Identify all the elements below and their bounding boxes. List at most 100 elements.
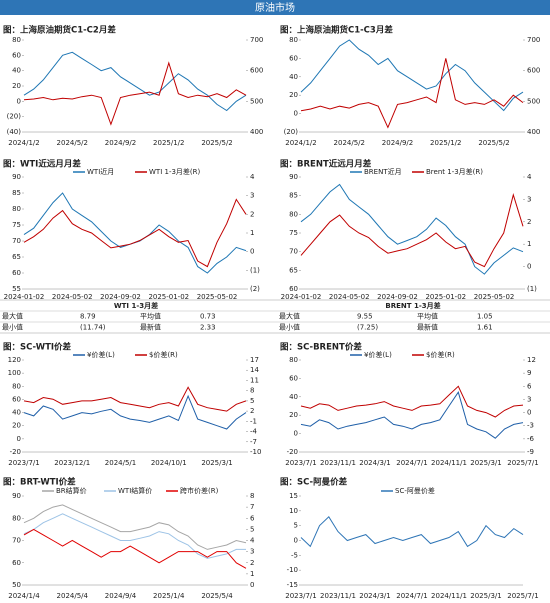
y-tick-label: 90 bbox=[12, 492, 21, 500]
x-tick-label: 2025/1/2 bbox=[153, 139, 184, 147]
x-tick-label: 2025/5/2 bbox=[478, 139, 509, 147]
chart-title: 图：SC-WTI价差 bbox=[3, 342, 72, 353]
x-tick-label: 2024/7/1 bbox=[396, 459, 427, 467]
y2-tick-label: 3 bbox=[250, 192, 254, 200]
x-tick-label: 2025-05-02 bbox=[197, 293, 238, 301]
x-tick-label: 2025/7/1 bbox=[507, 592, 538, 600]
x-tick-label: 2023/11/1 bbox=[320, 592, 356, 600]
y2-tick-label: (1) bbox=[527, 285, 537, 293]
series-line bbox=[300, 183, 524, 275]
header-bar bbox=[0, 0, 550, 15]
y-tick-label: 65 bbox=[12, 253, 21, 261]
y-tick-label: -15 bbox=[287, 581, 298, 589]
y2-tick-label: 9 bbox=[527, 369, 531, 377]
table-cell: (11.74) bbox=[80, 324, 106, 332]
series-line bbox=[23, 528, 247, 569]
y-tick-label: 15 bbox=[289, 492, 298, 500]
y2-tick-label: 700 bbox=[527, 36, 540, 44]
y-tick-label: 120 bbox=[8, 356, 21, 364]
x-tick-label: 2024/11/1 bbox=[431, 592, 467, 600]
legend-label: Brent 1-3月差(R) bbox=[426, 167, 483, 176]
y-tick-label: 70 bbox=[289, 248, 298, 256]
y-tick-label: 75 bbox=[289, 229, 298, 237]
y2-tick-label: 600 bbox=[527, 67, 540, 75]
y-tick-label: 0 bbox=[17, 435, 21, 443]
y-tick-label: 100 bbox=[8, 369, 21, 377]
x-tick-label: 2025/7/1 bbox=[507, 459, 538, 467]
x-tick-label: 2024/1/2 bbox=[285, 139, 316, 147]
y2-tick-label: 2 bbox=[250, 407, 254, 415]
chart-title: 图：BRENT近远月月差 bbox=[280, 159, 372, 170]
y-tick-label: 20 bbox=[289, 411, 298, 419]
y-tick-label: -20 bbox=[10, 448, 21, 456]
y2-tick-label: 3 bbox=[527, 195, 531, 203]
y2-tick-label: 6 bbox=[527, 382, 532, 390]
x-tick-label: 2023/7/1 bbox=[8, 459, 39, 467]
x-tick-label: 2024/5/4 bbox=[57, 592, 89, 600]
y-tick-label: 80 bbox=[289, 210, 298, 218]
y2-tick-label: 17 bbox=[250, 356, 259, 364]
legend-label: ¥价差(L) bbox=[87, 350, 115, 359]
y2-tick-label: 700 bbox=[250, 36, 263, 44]
legend-label: WTI近月 bbox=[87, 167, 114, 176]
y2-tick-label: 3 bbox=[250, 548, 254, 556]
table-cell: 平均值 bbox=[417, 312, 438, 321]
y-tick-label: 60 bbox=[289, 374, 298, 382]
y-tick-label: 85 bbox=[12, 189, 21, 197]
y-tick-label: 80 bbox=[12, 36, 21, 44]
chart-title: 图：SC-阿曼价差 bbox=[280, 477, 348, 488]
y2-tick-label: 1 bbox=[250, 570, 254, 578]
y-tick-label: 40 bbox=[12, 409, 21, 417]
y-tick-label: 80 bbox=[289, 36, 298, 44]
legend-label: 跨市价差(R) bbox=[180, 486, 219, 495]
series-line bbox=[23, 394, 247, 430]
table-cell: 平均值 bbox=[140, 312, 161, 321]
legend-label: $价差(R) bbox=[426, 350, 455, 359]
x-tick-label: 2024/9/2 bbox=[382, 139, 413, 147]
y2-tick-label: 3 bbox=[527, 395, 531, 403]
x-tick-label: 2023/7/1 bbox=[285, 592, 316, 600]
y2-tick-label: 4 bbox=[250, 537, 255, 545]
y-tick-label: 70 bbox=[12, 537, 21, 545]
y-tick-label: 80 bbox=[12, 205, 21, 213]
legend-label: ¥价差(L) bbox=[364, 350, 392, 359]
x-tick-label: 2025/5/2 bbox=[201, 139, 232, 147]
y2-tick-label: 7 bbox=[250, 503, 254, 511]
y2-tick-label: 0 bbox=[250, 248, 254, 256]
y2-tick-label: 4 bbox=[250, 173, 255, 181]
y2-tick-label: 600 bbox=[250, 67, 263, 75]
series-line bbox=[300, 58, 524, 129]
table-cell: 2.33 bbox=[200, 324, 216, 332]
x-tick-label: 2025-05-02 bbox=[474, 293, 515, 301]
chart-title: 图：BRT-WTI价差 bbox=[3, 477, 76, 488]
y2-tick-label: 1 bbox=[527, 240, 531, 248]
y2-tick-label: 400 bbox=[527, 128, 540, 136]
series-line bbox=[300, 39, 524, 112]
x-tick-label: 2025/1/4 bbox=[153, 592, 185, 600]
y-tick-label: -5 bbox=[291, 551, 298, 559]
y2-tick-label: -9 bbox=[527, 448, 534, 456]
y2-tick-label: (1) bbox=[250, 266, 260, 274]
y-tick-label: 0 bbox=[294, 537, 298, 545]
y-tick-label: 0 bbox=[294, 430, 298, 438]
table-cell: 最新值 bbox=[417, 323, 438, 332]
legend-label: SC-阿曼价差 bbox=[395, 486, 435, 495]
y-tick-label: 65 bbox=[289, 266, 298, 274]
y2-tick-label: 1 bbox=[250, 229, 254, 237]
y2-tick-label: 8 bbox=[250, 387, 254, 395]
y2-tick-label: 12 bbox=[527, 356, 536, 364]
y2-tick-label: 6 bbox=[250, 514, 255, 522]
series-line bbox=[23, 513, 246, 559]
y-tick-label: 60 bbox=[12, 559, 21, 567]
series-line bbox=[23, 504, 247, 550]
series-line bbox=[23, 192, 247, 274]
x-tick-label: 2025/3/1 bbox=[470, 592, 501, 600]
x-tick-label: 2024-09-02 bbox=[377, 293, 418, 301]
header-title: 原油市场 bbox=[255, 1, 295, 14]
y-tick-label: 60 bbox=[12, 51, 21, 59]
series-line bbox=[23, 51, 247, 112]
x-tick-label: 2024/3/1 bbox=[359, 459, 390, 467]
x-tick-label: 2025/3/1 bbox=[470, 459, 501, 467]
x-tick-label: 2025/1/2 bbox=[430, 139, 461, 147]
y-tick-label: 85 bbox=[289, 192, 298, 200]
